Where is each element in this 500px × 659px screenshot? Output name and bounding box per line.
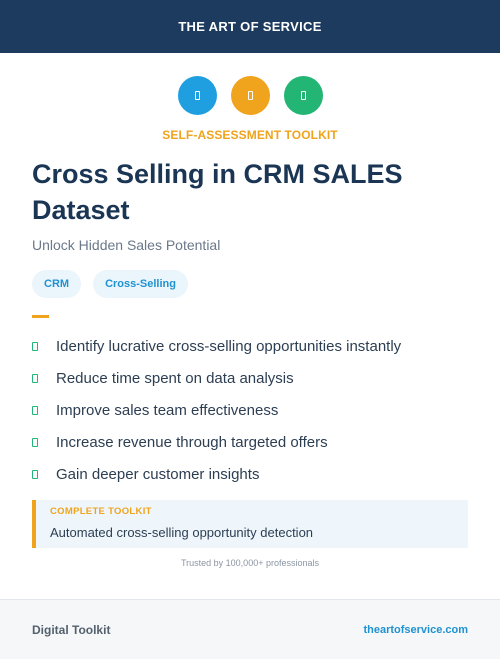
list-item: Identify lucrative cross-selling opportu… bbox=[32, 330, 401, 362]
check-icon bbox=[32, 469, 38, 479]
page-title: Cross Selling in CRM SALES Dataset bbox=[32, 159, 403, 225]
footer-bar: Digital Toolkit theartofservice.com bbox=[0, 599, 500, 659]
benefit-text: Reduce time spent on data analysis bbox=[56, 369, 294, 387]
benefit-list: Identify lucrative cross-selling opportu… bbox=[32, 330, 401, 490]
tag-list: CRM Cross-Selling bbox=[32, 270, 188, 298]
trust-note: Trusted by 100,000+ professionals bbox=[180, 558, 319, 568]
list-item: Increase revenue through targeted offers bbox=[32, 426, 401, 458]
document-icon bbox=[283, 76, 323, 115]
check-icon bbox=[32, 373, 38, 383]
icon-row bbox=[0, 76, 500, 116]
benefit-text: Increase revenue through targeted offers bbox=[56, 433, 328, 451]
footer-label: Digital Toolkit bbox=[32, 622, 111, 637]
check-icon bbox=[32, 405, 38, 415]
page-subtitle: Unlock Hidden Sales Potential bbox=[32, 237, 221, 253]
toolkit-callout: COMPLETE TOOLKIT Automated cross-selling… bbox=[32, 500, 468, 548]
website-link[interactable]: theartofservice.com bbox=[363, 623, 468, 636]
benefit-text: Gain deeper customer insights bbox=[56, 465, 260, 483]
list-item: Gain deeper customer insights bbox=[32, 458, 401, 490]
callout-label: COMPLETE TOOLKIT bbox=[50, 506, 152, 517]
list-item: Improve sales team effectiveness bbox=[32, 394, 401, 426]
check-icon bbox=[32, 341, 38, 351]
check-icon bbox=[32, 437, 38, 447]
callout-text: Automated cross-selling opportunity dete… bbox=[50, 525, 314, 540]
tag-cross-selling: Cross-Selling bbox=[93, 270, 188, 298]
document-icon bbox=[177, 76, 217, 115]
benefit-text: Identify lucrative cross-selling opportu… bbox=[56, 337, 402, 355]
brand-name: THE ART OF SERVICE bbox=[178, 19, 322, 34]
accent-divider bbox=[32, 315, 49, 318]
benefit-text: Improve sales team effectiveness bbox=[56, 401, 279, 419]
document-icon bbox=[230, 76, 270, 115]
tag-crm: CRM bbox=[32, 270, 82, 298]
list-item: Reduce time spent on data analysis bbox=[32, 362, 401, 394]
header-bar: THE ART OF SERVICE bbox=[0, 0, 500, 53]
toolkit-kicker: SELF-ASSESSMENT TOOLKIT bbox=[162, 128, 338, 142]
